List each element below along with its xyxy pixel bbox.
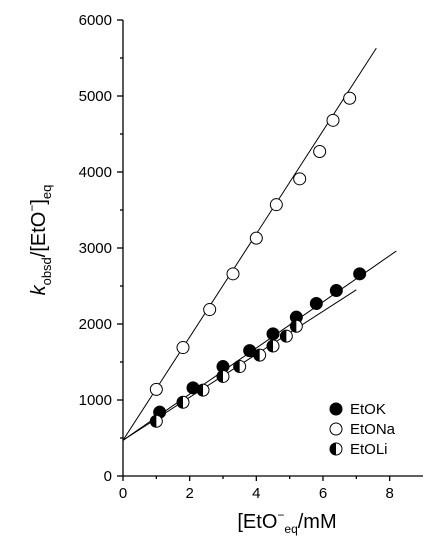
point-etona [326, 113, 340, 127]
point-etona [249, 231, 263, 245]
y-tick-label: 6000 [79, 12, 112, 29]
point-etoli [289, 319, 303, 333]
x-axis-title-subscript: eq [284, 522, 297, 536]
marker-fill [329, 402, 343, 416]
legend-label-etoli: EtOLi [350, 441, 388, 458]
marker-half [197, 384, 203, 397]
marker-ring [326, 113, 340, 127]
marker-half [290, 320, 297, 333]
point-etok [266, 327, 280, 341]
y-tick-label: 1000 [79, 392, 112, 409]
legend-marker-etona [329, 422, 343, 436]
legend-marker-etok [329, 402, 343, 416]
marker-ring [269, 198, 283, 212]
marker-ring [249, 231, 263, 245]
y-tick-label: 2000 [79, 316, 112, 333]
legend-label-etona: EtONa [350, 421, 396, 438]
x-axis-title-unit: /mM [298, 511, 337, 533]
marker-ring [329, 422, 343, 436]
marker-ring [149, 382, 163, 396]
marker-half [280, 330, 287, 343]
point-etona [149, 382, 163, 396]
x-axis-title-main: [EtO [237, 511, 277, 533]
marker-fill [266, 327, 280, 341]
point-etona [293, 172, 307, 186]
marker-half [177, 396, 183, 409]
marker-ring [343, 91, 357, 105]
y-axis-title-superscript: − [25, 205, 39, 212]
marker-half [330, 443, 336, 455]
x-axis-title: [EtO−eq/mM [237, 508, 336, 536]
axes: 0 2 4 6 8 0 1000 2000 3000 4000 5000 6000 [79, 12, 423, 502]
marker-half [253, 349, 260, 362]
point-etoli [266, 339, 280, 353]
point-etona [226, 267, 240, 281]
x-tick-label: 8 [385, 485, 393, 502]
legend: EtOK EtONa EtOLi [329, 401, 396, 458]
point-etoli [233, 360, 247, 374]
point-etona [269, 198, 283, 212]
marker-half [233, 360, 240, 373]
x-axis-title-superscript: − [277, 508, 284, 522]
y-axis-title-obsd: obsd [39, 257, 54, 285]
marker-half [267, 340, 273, 353]
marker-fill [329, 284, 343, 298]
marker-fill [353, 267, 367, 281]
y-axis-title-bracket: /[EtO [28, 212, 50, 258]
y-tick-label: 0 [104, 468, 112, 485]
y-tick-label: 3000 [79, 240, 112, 257]
marker-ring [293, 172, 307, 186]
point-etoli [149, 414, 163, 428]
point-etoli [196, 383, 210, 397]
marker-half [217, 370, 223, 383]
legend-label-etok: EtOK [350, 401, 386, 418]
x-tick-label: 2 [185, 485, 193, 502]
x-tick-label: 6 [319, 485, 327, 502]
y-tick-label: 5000 [79, 88, 112, 105]
point-etok [329, 284, 343, 298]
point-etok [309, 296, 323, 310]
marker-fill [309, 296, 323, 310]
point-etona [203, 303, 217, 317]
y-tick-label: 4000 [79, 164, 112, 181]
fit-lines [122, 47, 397, 441]
fit-line-etok [122, 250, 397, 441]
data-points [149, 91, 367, 428]
point-etok [353, 267, 367, 281]
point-etoli [253, 348, 267, 362]
legend-marker-etoli [329, 442, 343, 456]
marker-ring [203, 303, 217, 317]
marker-half [150, 415, 157, 428]
point-etona [176, 341, 190, 355]
point-etoli [279, 329, 293, 343]
fit-line-etona [122, 47, 377, 441]
point-etoli [216, 369, 230, 383]
marker-ring [313, 144, 327, 158]
point-etona [313, 144, 327, 158]
point-etona [343, 91, 357, 105]
marker-ring [226, 267, 240, 281]
x-tick-label: 0 [119, 485, 127, 502]
y-axis-title-close: ] [28, 199, 50, 205]
y-axis-title: kobsd/[EtO−]eq [25, 185, 54, 296]
y-axis-title-k: k [28, 284, 50, 295]
marker-ring [176, 341, 190, 355]
x-tick-label: 4 [252, 485, 260, 502]
point-etoli [176, 395, 190, 409]
y-axis-title-subscript: eq [39, 185, 54, 199]
